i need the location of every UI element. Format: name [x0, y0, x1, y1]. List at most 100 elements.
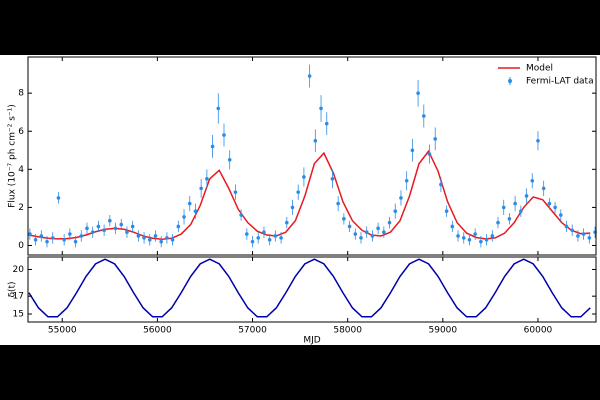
data-point: [165, 236, 169, 240]
data-point: [176, 224, 181, 229]
data-point: [233, 190, 238, 194]
data-point: [336, 201, 340, 206]
data-point: [28, 232, 32, 236]
data-point: [96, 224, 101, 229]
x-tick-label: 56000: [143, 326, 172, 336]
data-point: [130, 224, 135, 229]
data-point: [513, 201, 517, 206]
data-point: [353, 232, 358, 236]
data-point: [153, 234, 158, 238]
data-point: [302, 175, 306, 179]
data-point: [39, 234, 44, 238]
data-point: [541, 186, 546, 191]
data-point: [147, 237, 152, 242]
data-point: [421, 114, 426, 118]
data-point: [547, 201, 552, 206]
data-point: [125, 230, 129, 234]
data-point: [444, 209, 449, 214]
data-point: [307, 74, 312, 78]
data-point: [73, 239, 78, 244]
data-point: [102, 228, 106, 233]
data-point: [570, 228, 575, 233]
data-point: [45, 239, 49, 244]
x-axis-label: MJD: [303, 336, 320, 346]
data-point: [376, 226, 380, 231]
data-point: [490, 234, 495, 238]
data-point: [319, 106, 323, 111]
data-point: [416, 91, 420, 95]
data-point: [433, 137, 438, 141]
data-point: [501, 205, 506, 210]
data-point: [558, 213, 563, 217]
data-point: [524, 194, 529, 198]
data-point: [216, 106, 221, 111]
data-point: [205, 177, 209, 181]
x-tick-label: 55000: [48, 326, 77, 336]
data-point: [199, 186, 203, 191]
data-point: [79, 234, 84, 238]
figure-canvas: [0, 55, 600, 345]
x-tick-label: 57000: [238, 326, 267, 336]
legend-label: Fermi-LAT data: [526, 77, 594, 87]
y-tick-label: 0: [18, 241, 24, 251]
y-tick-label: 4: [18, 165, 24, 175]
data-point: [410, 148, 415, 153]
data-point: [536, 138, 540, 143]
data-point: [473, 232, 477, 236]
data-point: [342, 217, 346, 221]
legend-swatch: [508, 79, 512, 83]
data-point: [479, 239, 483, 244]
data-point: [56, 196, 61, 200]
data-point: [210, 144, 215, 149]
data-point: [62, 237, 66, 242]
data-point: [33, 237, 38, 242]
data-point: [119, 222, 124, 227]
data-point: [387, 220, 392, 225]
data-point: [262, 230, 266, 234]
data-point: [347, 224, 352, 229]
data-point: [404, 178, 409, 183]
data-point: [530, 178, 535, 183]
data-point: [245, 232, 249, 236]
data-point: [85, 226, 89, 231]
data-point: [159, 239, 163, 244]
data-point: [267, 237, 272, 242]
data-point: [187, 201, 192, 206]
y-axis-label: δ(t): [8, 281, 18, 297]
data-point: [142, 236, 146, 240]
data-point: [279, 236, 283, 240]
data-point: [193, 209, 198, 214]
axes-frame: [27, 256, 597, 323]
series-line: [28, 258, 591, 318]
y-tick-label: 6: [18, 127, 24, 137]
data-point: [313, 138, 318, 143]
data-point: [222, 133, 226, 137]
data-point: [456, 234, 460, 238]
data-point: [439, 182, 443, 187]
data-point: [461, 236, 466, 240]
data-point: [113, 226, 118, 231]
data-point: [90, 230, 95, 234]
data-point: [587, 236, 592, 240]
data-point: [484, 237, 489, 242]
data-point: [393, 209, 398, 214]
data-point: [330, 177, 335, 181]
data-point: [136, 234, 141, 238]
data-point: [108, 218, 112, 223]
y-tick-label: 15: [13, 309, 24, 319]
data-point: [170, 237, 175, 242]
y-tick-label: 20: [13, 265, 25, 275]
data-point: [507, 217, 512, 221]
data-point: [382, 230, 386, 234]
data-point: [496, 220, 500, 225]
axes-frame: [27, 56, 597, 256]
data-point: [227, 158, 232, 162]
data-point: [256, 236, 261, 240]
y-tick-label: 8: [18, 89, 24, 99]
data-point: [290, 205, 295, 210]
data-point: [284, 220, 289, 225]
legend-label: Model: [526, 64, 553, 74]
data-point: [450, 224, 455, 229]
data-point: [370, 234, 375, 238]
data-point: [239, 213, 243, 217]
